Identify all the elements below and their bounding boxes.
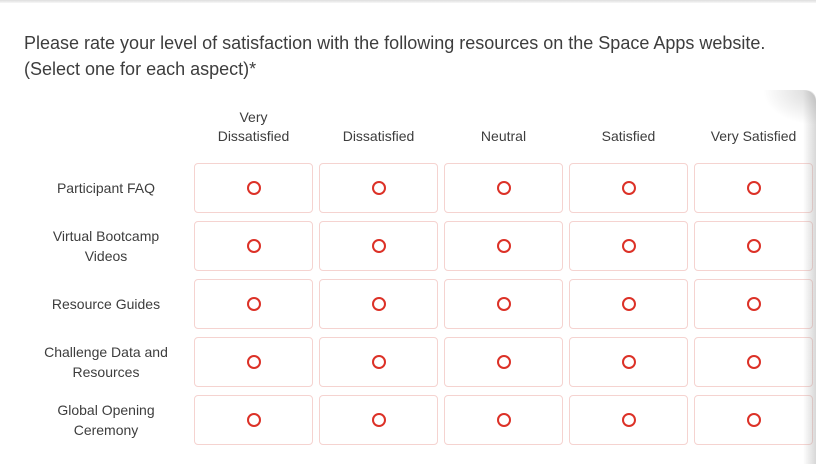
radio-button[interactable]	[246, 355, 261, 369]
top-divider	[0, 0, 816, 3]
radio-button[interactable]	[246, 181, 261, 195]
row-label: Global Opening Ceremony	[57, 402, 155, 438]
radio-button[interactable]	[246, 297, 261, 311]
matrix-corner	[24, 90, 188, 155]
radio-cell[interactable]	[319, 163, 438, 213]
radio-button[interactable]	[496, 181, 511, 195]
column-header: Dissatisfied	[342, 128, 415, 144]
satisfaction-matrix: Very Dissatisfied Dissatisfied Neutral S…	[24, 90, 813, 445]
radio-button[interactable]	[621, 413, 636, 427]
radio-button[interactable]	[496, 355, 511, 369]
radio-button[interactable]	[496, 413, 511, 427]
row-label: Resource Guides	[51, 296, 161, 312]
radio-button[interactable]	[246, 239, 261, 253]
radio-button[interactable]	[496, 239, 511, 253]
row-label: Virtual Bootcamp Videos	[52, 228, 160, 264]
column-header: Satisfied	[601, 128, 656, 144]
radio-cell[interactable]	[694, 279, 813, 329]
radio-cell[interactable]	[694, 337, 813, 387]
radio-button[interactable]	[371, 239, 386, 253]
radio-button[interactable]	[371, 181, 386, 195]
radio-button[interactable]	[746, 297, 761, 311]
radio-cell[interactable]	[319, 221, 438, 271]
radio-button[interactable]	[621, 355, 636, 369]
radio-cell[interactable]	[569, 337, 688, 387]
radio-button[interactable]	[746, 181, 761, 195]
radio-cell[interactable]	[444, 395, 563, 445]
radio-cell[interactable]	[319, 337, 438, 387]
radio-cell[interactable]	[444, 337, 563, 387]
radio-cell[interactable]	[569, 221, 688, 271]
row-label: Challenge Data and Resources	[44, 344, 168, 380]
radio-cell[interactable]	[319, 395, 438, 445]
radio-cell[interactable]	[194, 163, 313, 213]
radio-button[interactable]	[621, 181, 636, 195]
radio-cell[interactable]	[194, 337, 313, 387]
radio-cell[interactable]	[194, 221, 313, 271]
radio-button[interactable]	[746, 355, 761, 369]
radio-button[interactable]	[371, 413, 386, 427]
column-header: Very Satisfied	[710, 128, 797, 144]
radio-button[interactable]	[246, 413, 261, 427]
radio-cell[interactable]	[319, 279, 438, 329]
radio-cell[interactable]	[569, 163, 688, 213]
radio-cell[interactable]	[194, 395, 313, 445]
column-header: Very Dissatisfied	[217, 109, 290, 144]
radio-button[interactable]	[621, 297, 636, 311]
radio-button[interactable]	[496, 297, 511, 311]
radio-button[interactable]	[371, 297, 386, 311]
radio-button[interactable]	[746, 239, 761, 253]
radio-cell[interactable]	[444, 279, 563, 329]
radio-cell[interactable]	[194, 279, 313, 329]
column-header: Neutral	[480, 128, 527, 144]
radio-cell[interactable]	[569, 279, 688, 329]
radio-button[interactable]	[371, 355, 386, 369]
radio-cell[interactable]	[444, 163, 563, 213]
radio-cell[interactable]	[444, 221, 563, 271]
radio-button[interactable]	[746, 413, 761, 427]
question-title: Please rate your level of satisfaction w…	[24, 33, 766, 79]
radio-cell[interactable]	[694, 163, 813, 213]
radio-cell[interactable]	[694, 221, 813, 271]
radio-cell[interactable]	[569, 395, 688, 445]
radio-button[interactable]	[621, 239, 636, 253]
radio-cell[interactable]	[694, 395, 813, 445]
row-label: Participant FAQ	[56, 180, 156, 196]
